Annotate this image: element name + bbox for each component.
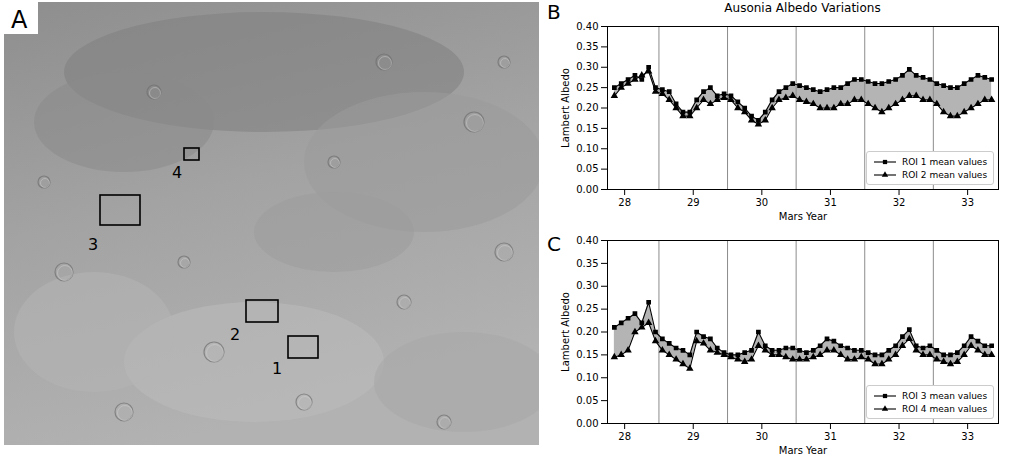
svg-text:0.00: 0.00 xyxy=(576,184,598,195)
svg-text:Lambert Albedo: Lambert Albedo xyxy=(560,68,571,148)
html-text:Ausonia Albedo Variations: Ausonia Albedo Variations xyxy=(724,1,881,15)
svg-text:0.10: 0.10 xyxy=(576,372,598,383)
svg-text:29: 29 xyxy=(687,431,700,442)
svg-text:0.25: 0.25 xyxy=(576,303,598,314)
svg-text:30: 30 xyxy=(755,197,768,208)
html-text:B: B xyxy=(547,0,561,24)
svg-text:0.40: 0.40 xyxy=(576,21,598,32)
svg-text:31: 31 xyxy=(824,431,837,442)
svg-text:33: 33 xyxy=(961,197,974,208)
svg-text:28: 28 xyxy=(618,197,631,208)
html-text:ROI 2 mean values: ROI 2 mean values xyxy=(902,169,988,180)
svg-text:0.30: 0.30 xyxy=(576,61,598,72)
html-text:ROI 4 mean values: ROI 4 mean values xyxy=(902,403,988,414)
html-text:ROI 3 mean values: ROI 3 mean values xyxy=(902,390,988,401)
svg-text:0.00: 0.00 xyxy=(576,418,598,429)
svg-text:A: A xyxy=(11,6,28,34)
svg-text:3: 3 xyxy=(88,235,98,254)
svg-text:30: 30 xyxy=(755,431,768,442)
svg-text:28: 28 xyxy=(618,431,631,442)
svg-text:Lambert Albedo: Lambert Albedo xyxy=(560,292,571,372)
svg-text:1: 1 xyxy=(272,359,282,378)
svg-text:2: 2 xyxy=(230,325,240,344)
svg-text:0.35: 0.35 xyxy=(576,258,598,269)
svg-text:0.20: 0.20 xyxy=(576,326,598,337)
svg-text:0.20: 0.20 xyxy=(576,102,598,113)
svg-text:Mars Year: Mars Year xyxy=(779,445,828,456)
svg-text:0.15: 0.15 xyxy=(576,349,598,360)
svg-text:0.10: 0.10 xyxy=(576,143,598,154)
svg-text:4: 4 xyxy=(172,163,182,182)
svg-text:33: 33 xyxy=(961,431,974,442)
svg-text:32: 32 xyxy=(893,431,906,442)
svg-text:0.35: 0.35 xyxy=(576,41,598,52)
svg-text:0.30: 0.30 xyxy=(576,280,598,291)
svg-text:0.40: 0.40 xyxy=(576,235,598,246)
svg-text:0.05: 0.05 xyxy=(576,163,598,174)
svg-text:29: 29 xyxy=(687,197,700,208)
svg-text:32: 32 xyxy=(893,197,906,208)
svg-text:0.15: 0.15 xyxy=(576,123,598,134)
svg-text:0.25: 0.25 xyxy=(576,82,598,93)
svg-text:0.05: 0.05 xyxy=(576,395,598,406)
html-text:C: C xyxy=(547,232,561,256)
svg-text:31: 31 xyxy=(824,197,837,208)
html-text:ROI 1 mean values: ROI 1 mean values xyxy=(902,156,988,167)
svg-text:Mars Year: Mars Year xyxy=(779,211,828,222)
